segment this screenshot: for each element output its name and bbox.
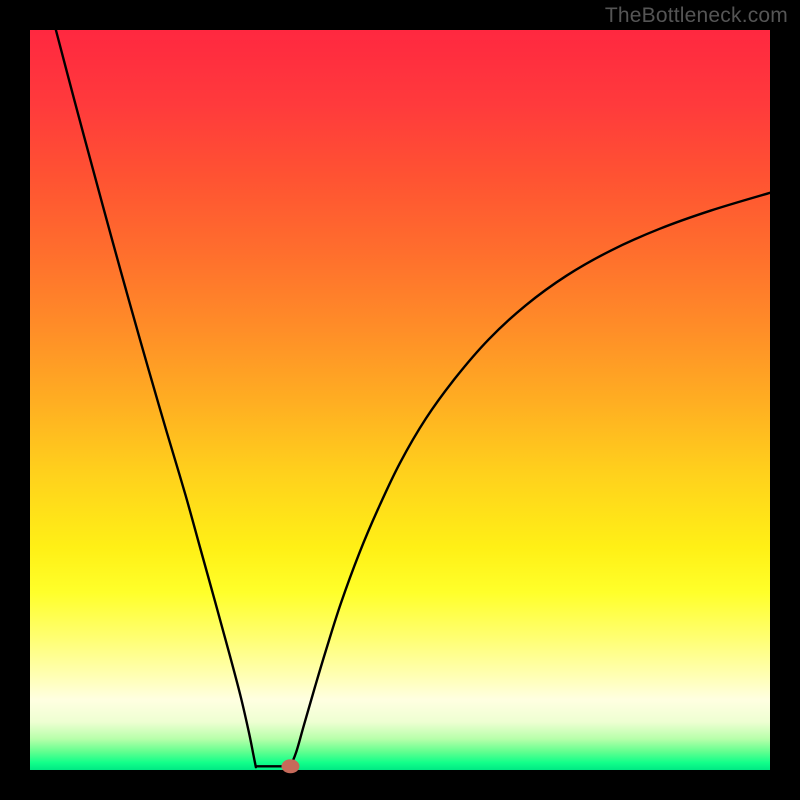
watermark-text: TheBottleneck.com (605, 4, 788, 28)
chart-gradient-background (30, 30, 770, 770)
chart-stage: TheBottleneck.com (0, 0, 800, 800)
bottleneck-marker (281, 759, 299, 773)
bottleneck-chart-svg (0, 0, 800, 800)
